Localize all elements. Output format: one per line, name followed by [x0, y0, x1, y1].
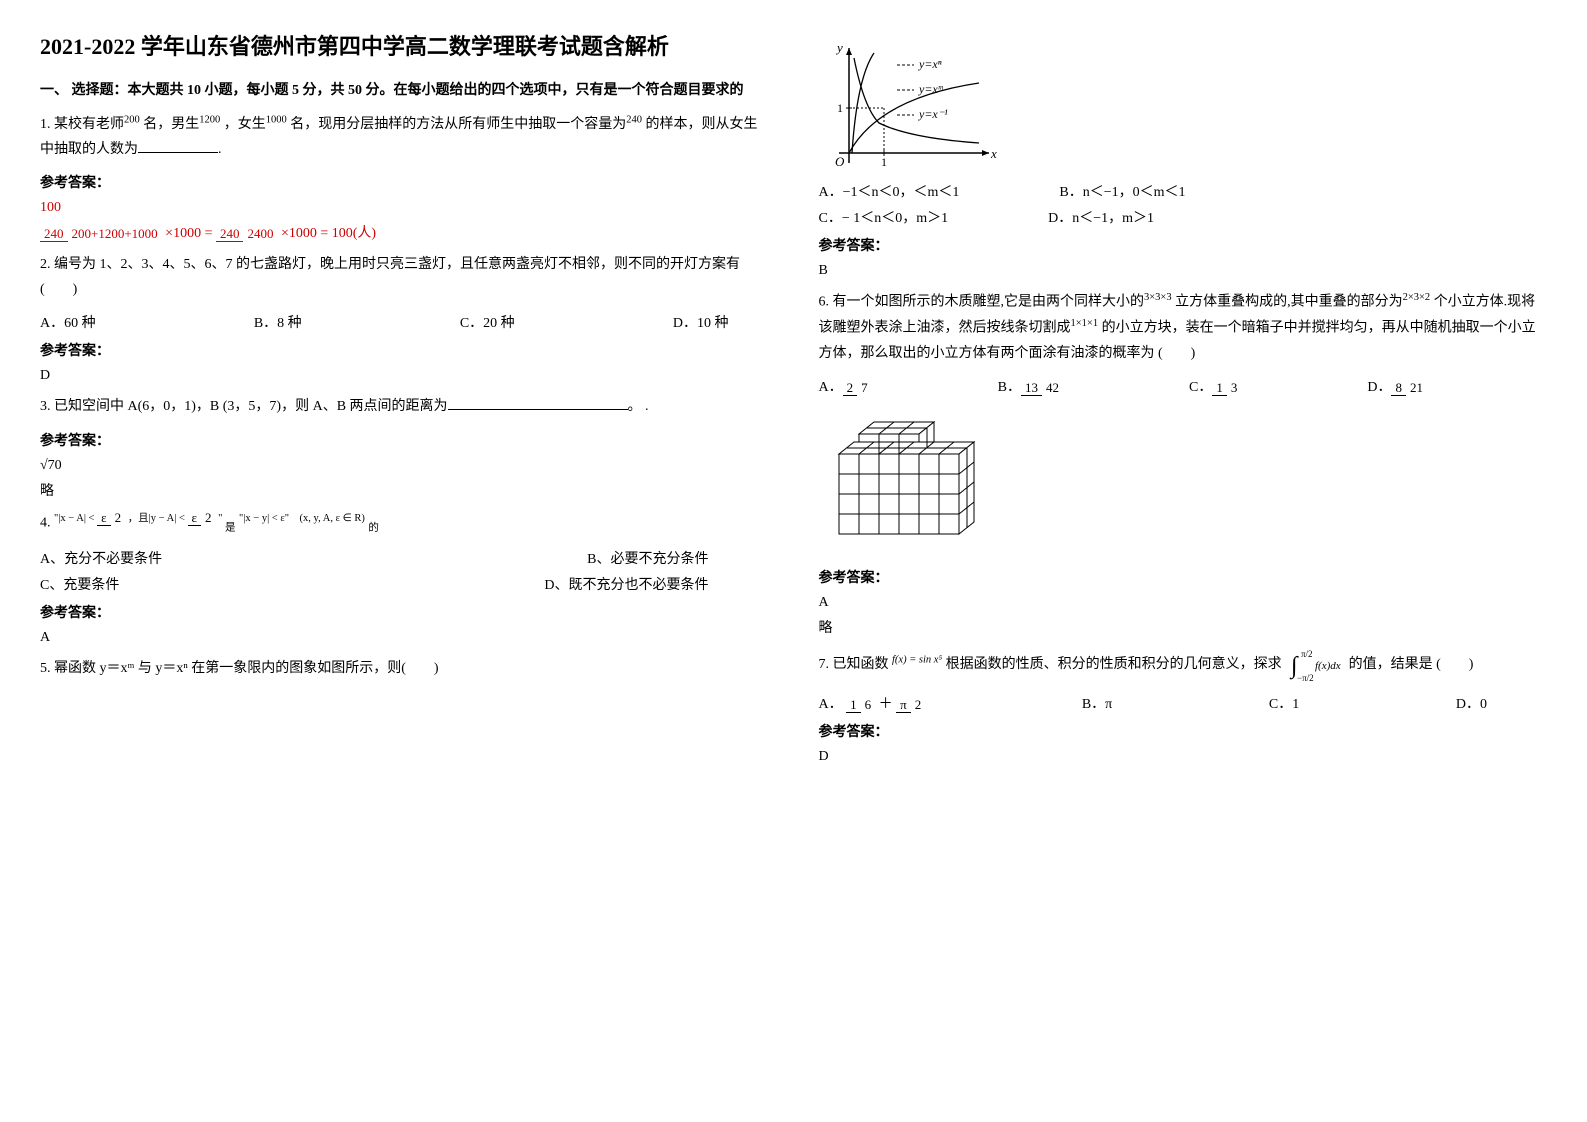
int-lower: −π/2	[1297, 673, 1314, 683]
q6-cube-diagram	[819, 404, 1548, 559]
question-3: 3. 已知空间中 A(6，0，1)，B (3，5，7)，则 A、B 两点间的距离…	[40, 394, 769, 419]
svg-text:x: x	[990, 146, 997, 161]
svg-text:1: 1	[837, 101, 843, 115]
option-d: D．10 种	[673, 312, 729, 332]
q7-options: A． 16 ＋ π2 B．π C．1 D．0	[819, 693, 1548, 713]
question-5: 5. 幂函数 y＝xᵐ 与 y＝xⁿ 在第一象限内的图象如图所示，则( )	[40, 656, 769, 681]
blank	[448, 395, 628, 410]
answer-label: 参考答案：	[819, 721, 1548, 741]
q5-graph: y x O 1 1 y=xⁿ y=xᵐ y=x⁻¹	[819, 38, 1548, 173]
option-a: A． 16 ＋ π2	[819, 693, 926, 713]
q4-answer: A	[40, 630, 769, 646]
answer-label: 参考答案：	[40, 602, 769, 622]
q6-answer: A	[819, 595, 1548, 611]
blank	[138, 138, 218, 153]
question-2: 2. 编号为 1、2、3、4、5、6、7 的七盏路灯，晚上用时只亮三盏灯，且任意…	[40, 252, 769, 302]
q1-text: 1. 某校有老师200 名，男生1200 ，女生1000 名，现用分层抽样的方法…	[40, 117, 758, 157]
q3-answer: √70	[40, 458, 769, 474]
answer-label: 参考答案：	[819, 235, 1548, 255]
q5-answer: B	[819, 263, 1548, 279]
q5-options: A．−1＜n＜0，＜m＜1 B．n＜−1，0＜m＜1 C．− 1＜n＜0，m＞1…	[819, 181, 1548, 227]
q7-answer: D	[819, 749, 1548, 765]
q6-note: 略	[819, 617, 1548, 637]
option-a: A．−1＜n＜0，＜m＜1	[819, 181, 960, 201]
answer-label: 参考答案：	[40, 430, 769, 450]
question-7: 7. 已知函数 f(x) = sin x⁵ 根据函数的性质、积分的性质和积分的几…	[819, 647, 1548, 683]
svg-text:y: y	[835, 40, 843, 55]
left-column: 2021-2022 学年山东省德州市第四中学高二数学理联考试题含解析 一、 选择…	[40, 30, 769, 771]
q2-answer: D	[40, 368, 769, 384]
option-a: A．60 种	[40, 312, 96, 332]
answer-label: 参考答案：	[819, 567, 1548, 587]
option-a: A．27	[819, 376, 872, 396]
q6-options: A．27 B．1342 C．13 D．821	[819, 376, 1548, 396]
q2-options: A．60 种 B．8 种 C．20 种 D．10 种	[40, 312, 769, 332]
answer-label: 参考答案：	[40, 172, 769, 192]
q3-note: 略	[40, 480, 769, 500]
option-d: D．0	[1456, 693, 1487, 713]
option-c: C．20 种	[460, 312, 515, 332]
int-upper: π/2	[1301, 649, 1313, 659]
integral-icon: ∫ π/2 −π/2 f(x)dx	[1285, 647, 1345, 683]
option-b: B．1342	[998, 376, 1063, 396]
svg-text:y=xⁿ: y=xⁿ	[918, 57, 942, 71]
answer-label: 参考答案：	[40, 340, 769, 360]
option-c: C．13	[1189, 376, 1241, 396]
option-c: C、充要条件	[40, 574, 119, 594]
power-function-graph: y x O 1 1 y=xⁿ y=xᵐ y=x⁻¹	[819, 38, 1009, 173]
option-d: D．821	[1367, 376, 1427, 396]
svg-text:f(x)dx: f(x)dx	[1315, 660, 1341, 672]
option-b: B．π	[1082, 693, 1112, 713]
right-column: y x O 1 1 y=xⁿ y=xᵐ y=x⁻¹ A．−1＜n＜0，＜m＜1 …	[819, 30, 1548, 771]
svg-text:y=xᵐ: y=xᵐ	[918, 82, 944, 96]
cube-sculpture	[819, 404, 1009, 559]
svg-text:1: 1	[881, 155, 887, 169]
option-b: B、必要不充分条件	[587, 548, 708, 568]
q4-options: A、充分不必要条件 B、必要不充分条件 C、充要条件 D、既不充分也不必要条件	[40, 548, 769, 594]
option-d: D．n＜−1，m＞1	[1048, 207, 1154, 227]
option-d: D、既不充分也不必要条件	[544, 574, 708, 594]
question-4: 4. "|x − A| < ε2 ，且|y − A| < ε2 " 是 "|x …	[40, 510, 769, 538]
option-b: B．n＜−1，0＜m＜1	[1059, 181, 1185, 201]
svg-text:O: O	[835, 154, 845, 169]
option-b: B．8 种	[254, 312, 302, 332]
q1-calc: 240200+1200+1000 ×1000 = 2402400 ×1000 =…	[40, 222, 769, 242]
option-c: C．1	[1269, 693, 1299, 713]
question-6: 6. 有一个如图所示的木质雕塑,它是由两个同样大小的3×3×3 立方体重叠构成的…	[819, 289, 1548, 366]
option-c: C．− 1＜n＜0，m＞1	[819, 207, 949, 227]
page-title: 2021-2022 学年山东省德州市第四中学高二数学理联考试题含解析	[40, 30, 769, 63]
option-a: A、充分不必要条件	[40, 548, 162, 568]
q1-answer: 100	[40, 200, 769, 216]
section-heading: 一、 选择题：本大题共 10 小题，每小题 5 分，共 50 分。在每小题给出的…	[40, 79, 769, 99]
question-1: 1. 某校有老师200 名，男生1200 ，女生1000 名，现用分层抽样的方法…	[40, 111, 769, 162]
svg-text:y=x⁻¹: y=x⁻¹	[918, 107, 948, 121]
